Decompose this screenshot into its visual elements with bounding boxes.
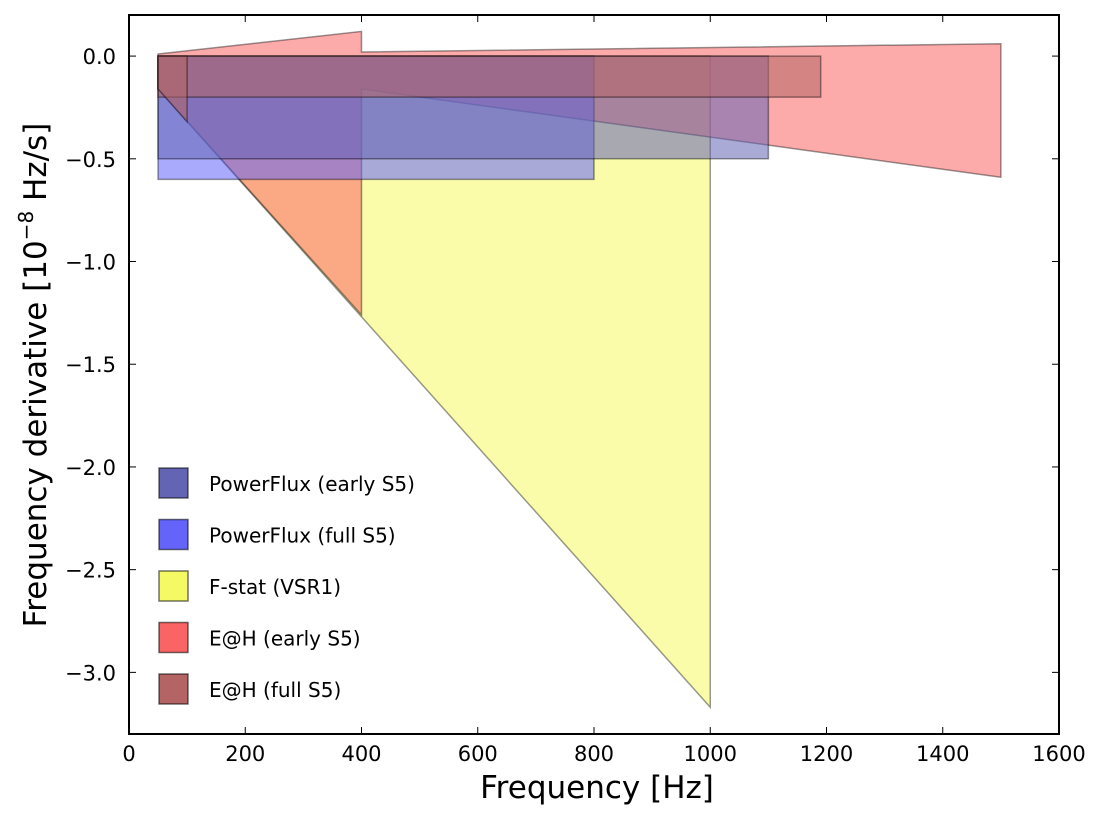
legend-label: E@H (full S5) <box>209 678 341 702</box>
region-layer <box>157 30 1002 710</box>
legend-item-e-h-full-s5: E@H (full S5) <box>158 673 341 705</box>
y-tick-label: −2.5 <box>65 559 116 583</box>
y-axis-title-exponent: −8 <box>14 211 38 240</box>
y-tick-label: −3.0 <box>65 661 116 685</box>
x-axis-title: Frequency [Hz] <box>480 770 714 806</box>
legend: PowerFlux (early S5) PowerFlux (full S5) F… <box>158 467 415 705</box>
legend-swatch <box>158 518 189 551</box>
legend-item-powerflux-full-s5: PowerFlux (full S5) <box>158 518 396 551</box>
legend-item-powerflux-early-s5: PowerFlux (early S5) <box>158 467 415 499</box>
x-tick-label: 0 <box>122 742 135 766</box>
legend-swatch <box>158 621 189 654</box>
region-e-h-full-s5-1 <box>157 55 188 124</box>
legend-item-e-h-early-s5: E@H (early S5) <box>158 621 361 654</box>
legend-label: F-stat (VSR1) <box>209 575 341 599</box>
y-axis-title: Frequency derivative [10−8 Hz/s] <box>14 123 54 628</box>
legend-label: PowerFlux (early S5) <box>209 472 415 496</box>
y-tick-label: −0.5 <box>65 148 116 172</box>
region-e-h-full-s5 <box>157 55 822 98</box>
legend-item-f-stat-vsr1: F-stat (VSR1) <box>158 570 341 602</box>
y-axis-title-main: Frequency derivative [10 <box>18 240 54 627</box>
legend-swatch <box>158 570 189 602</box>
legend-label: PowerFlux (full S5) <box>209 524 396 548</box>
y-tick-label: −1.5 <box>65 353 116 377</box>
y-axis-ticks: 0.0 −0.5 −1.0 −1.5 −2.0 −2.5 −3.0 <box>65 45 1059 685</box>
legend-swatch <box>158 673 189 705</box>
x-tick-label: 600 <box>458 742 498 766</box>
x-axis-ticks: 0 200 400 600 800 1000 1200 1400 1600 <box>122 15 1086 766</box>
y-axis-title-unit: Hz/s] <box>18 123 54 211</box>
y-tick-label: −1.0 <box>65 251 116 275</box>
x-tick-label: 200 <box>225 742 265 766</box>
x-tick-label: 1000 <box>684 742 737 766</box>
x-tick-label: 400 <box>341 742 381 766</box>
legend-label: E@H (early S5) <box>209 627 361 651</box>
x-tick-label: 1400 <box>916 742 969 766</box>
x-tick-label: 1200 <box>800 742 853 766</box>
x-tick-label: 1600 <box>1032 742 1085 766</box>
y-tick-label: −2.0 <box>65 456 116 480</box>
x-tick-label: 800 <box>574 742 614 766</box>
legend-swatch <box>158 467 189 499</box>
y-tick-label: 0.0 <box>83 45 116 69</box>
